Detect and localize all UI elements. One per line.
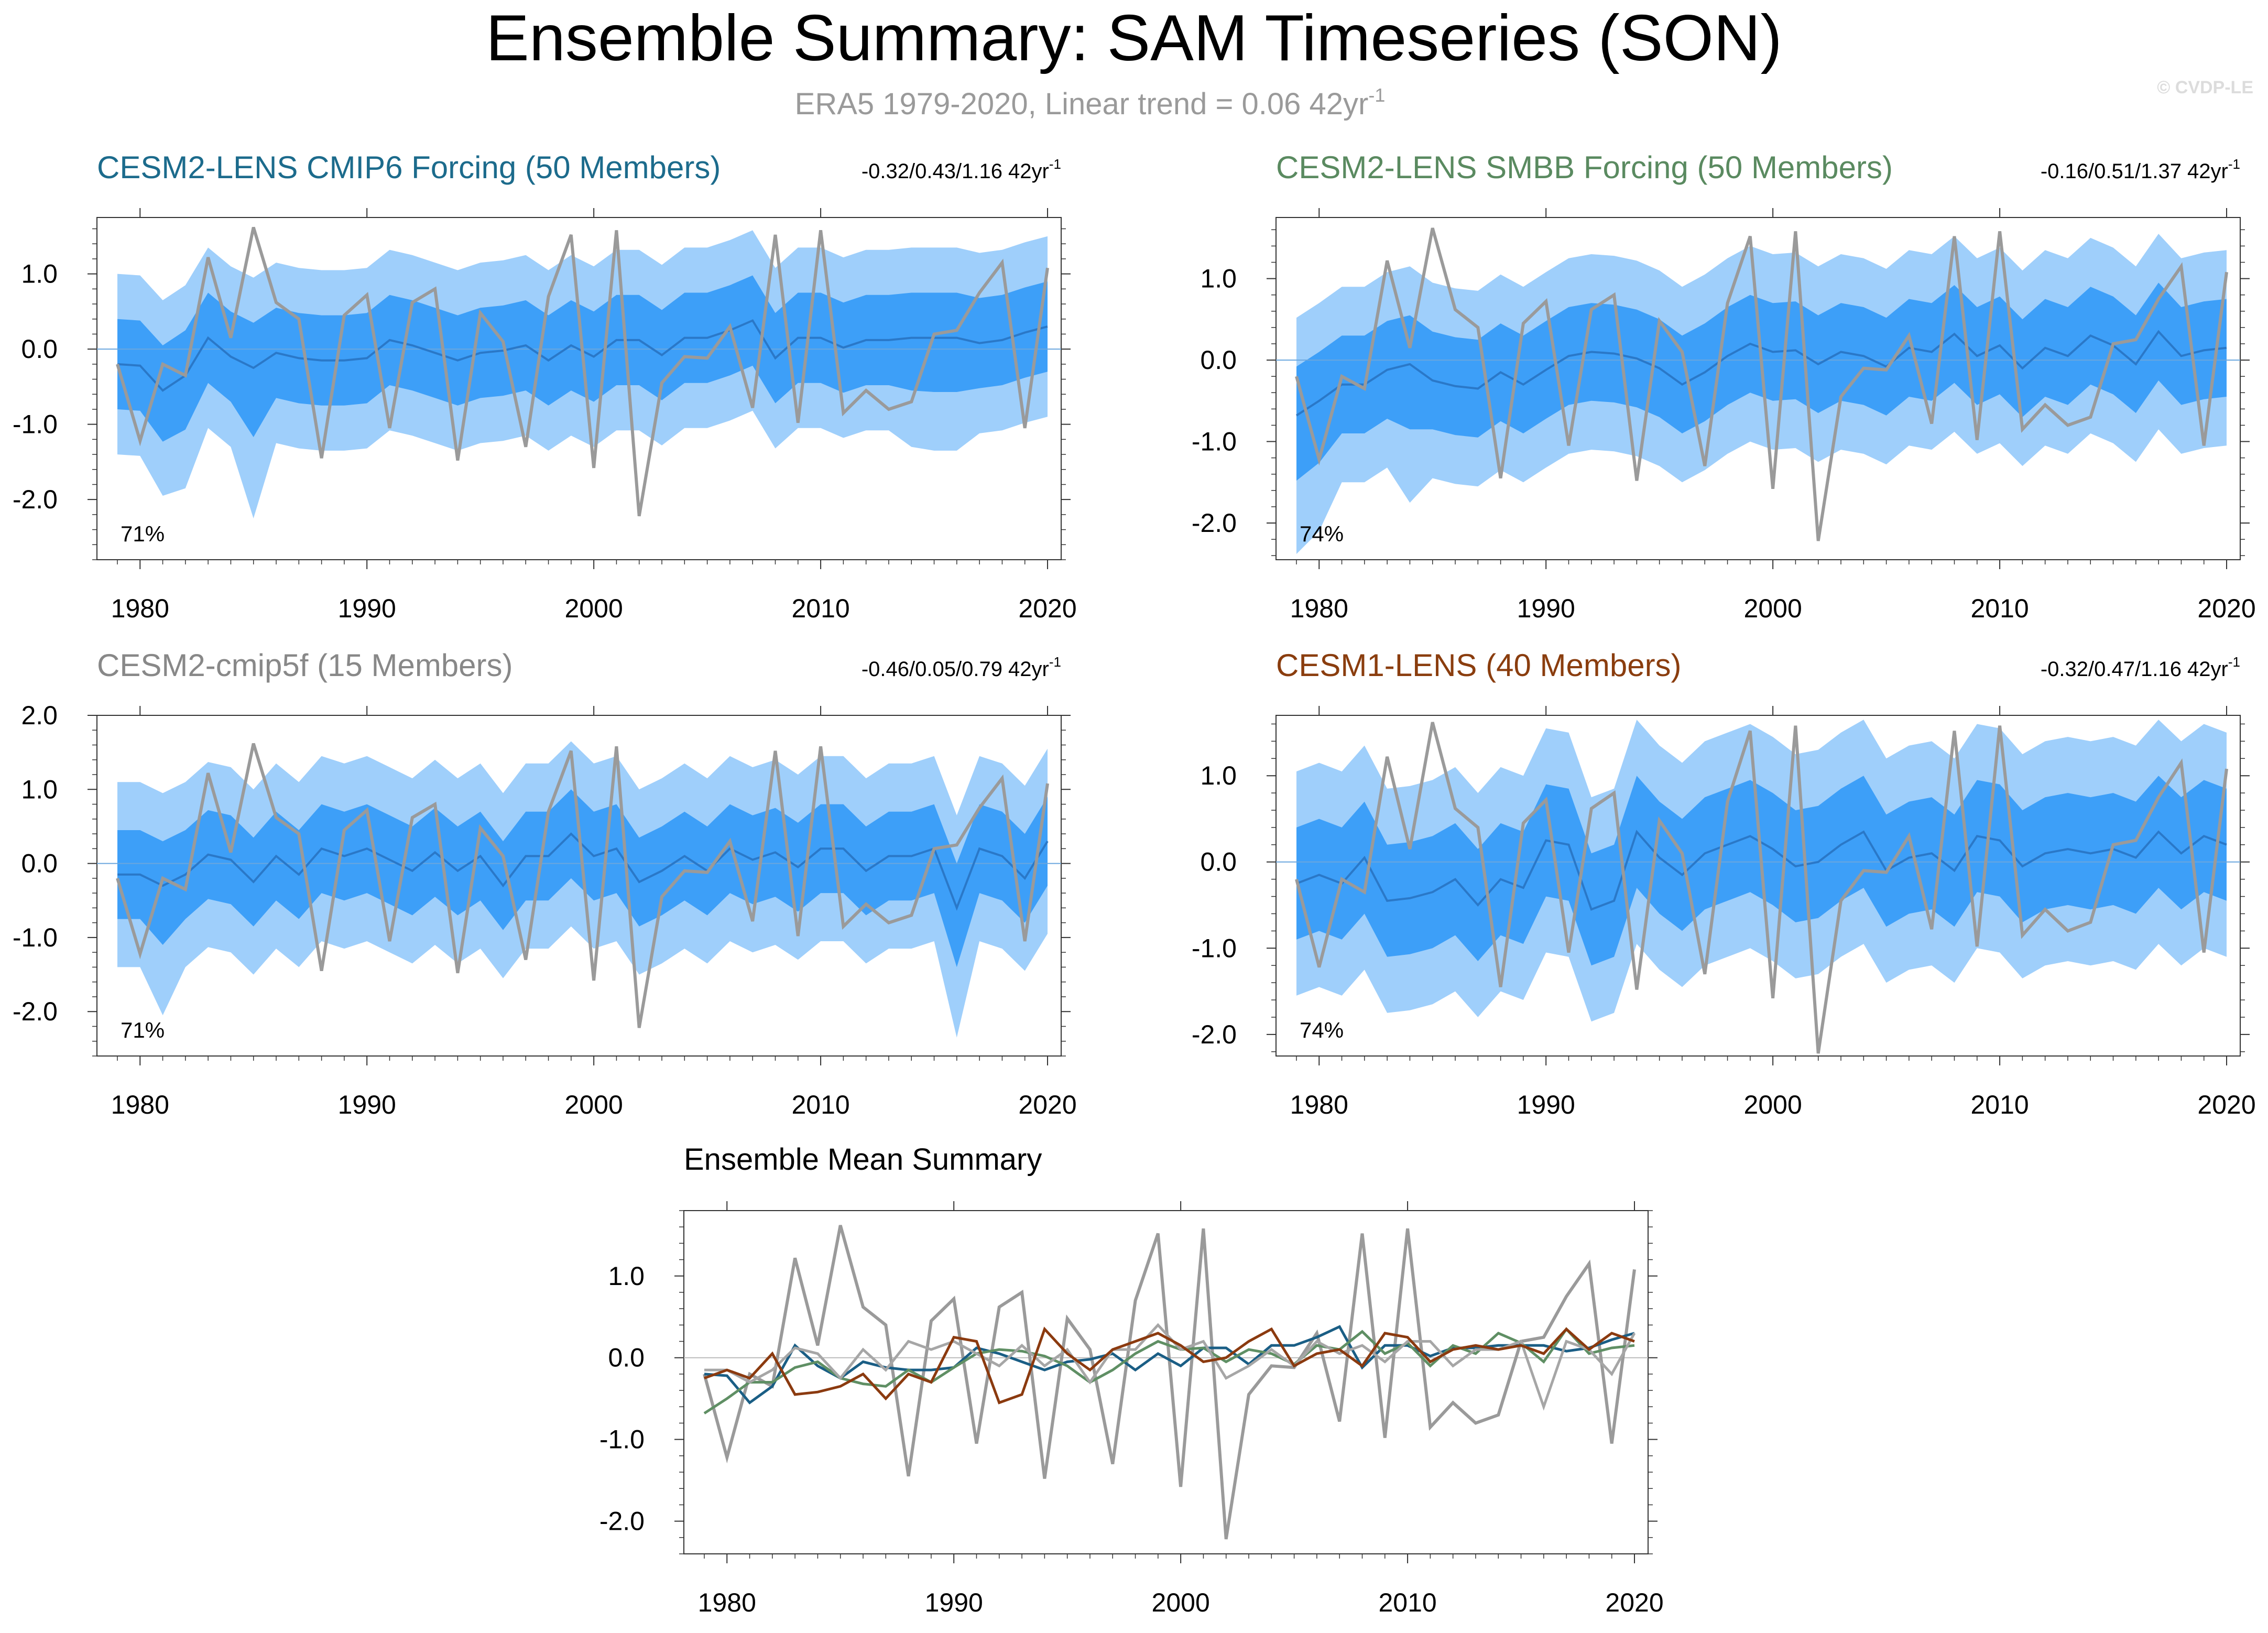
panel-2-percent-label: 74% — [1300, 521, 1344, 546]
subtitle-sup: -1 — [1368, 84, 1385, 106]
panel-1-ytick-label: -1.0 — [13, 410, 58, 439]
summary-xtick-label: 2020 — [1605, 1588, 1663, 1617]
panel-4-ytick-label: -1.0 — [1192, 933, 1237, 963]
panel-4-xtick-label: 2010 — [1970, 1090, 2029, 1119]
panel-4-trend-sup: -1 — [2228, 654, 2240, 670]
panel-3-ytick-label: -1.0 — [13, 923, 58, 952]
panel-1-trend-text: -0.32/0.43/1.16 42yr — [862, 160, 1049, 183]
panel-3-ytick-label: 0.0 — [21, 849, 58, 878]
panel-2-ytick-label: -2.0 — [1192, 508, 1237, 538]
panel-2-ytick-label: 1.0 — [1200, 264, 1237, 293]
panel-1-trend-sup: -1 — [1049, 156, 1061, 172]
panels-group: CESM2-LENS CMIP6 Forcing (50 Members) -0.… — [13, 150, 2256, 1617]
panel-1-ytick-label: 0.0 — [21, 334, 58, 364]
summary-frame — [683, 1210, 1649, 1554]
panel-2-trend-text: -0.16/0.51/1.37 42yr — [2041, 160, 2228, 183]
summary-ytick-label: 1.0 — [608, 1261, 645, 1291]
panel-2-trend-sup: -1 — [2228, 156, 2240, 172]
summary-obs-line — [703, 1225, 1636, 1540]
summary-line-3 — [704, 1323, 1636, 1411]
panel-1-ytick-label: -2.0 — [13, 485, 58, 514]
panel-1-xtick-label: 2010 — [791, 594, 849, 623]
panel-4-xtick-label: 1990 — [1517, 1090, 1575, 1119]
panel-3-trend: -0.46/0.05/0.79 42yr-1 — [862, 654, 1061, 681]
panel-1: CESM2-LENS CMIP6 Forcing (50 Members) -0.… — [13, 150, 1077, 623]
panel-1-obs-line — [116, 226, 1049, 517]
panel-3: CESM2-cmip5f (15 Members) -0.46/0.05/0.79… — [13, 648, 1077, 1119]
summary-xtick-label: 2010 — [1378, 1588, 1436, 1617]
subtitle-text: ERA5 1979-2020, Linear trend = 0.06 42yr — [795, 87, 1369, 121]
summary-title: Ensemble Mean Summary — [684, 1142, 1042, 1177]
panel-3-xtick-label: 2010 — [791, 1090, 849, 1119]
summary-ytick-label: 0.0 — [608, 1343, 645, 1373]
panel-3-frame — [96, 715, 1062, 1057]
panel-2-xtick-label: 2010 — [1970, 594, 2029, 623]
panel-1-ytick-label: 1.0 — [21, 259, 58, 289]
panel-4-ensemble-mean-line — [1296, 830, 2227, 911]
panel-2-xtick-label: 1990 — [1517, 594, 1575, 623]
panel-1-xtick-label: 1990 — [338, 594, 396, 623]
panel-4-title: CESM1-LENS (40 Members) — [1276, 648, 1682, 683]
panel-4-percent-label: 74% — [1300, 1018, 1344, 1042]
panel-4-trend: -0.32/0.47/1.16 42yr-1 — [2041, 654, 2240, 681]
panel-2-frame — [1275, 217, 2241, 560]
panel-3-ytick-label: 1.0 — [21, 775, 58, 804]
panel-2-inner-band — [1296, 282, 2227, 481]
panel-2-obs-line — [1295, 227, 2228, 541]
summary-xtick-label: 1990 — [925, 1588, 983, 1617]
panel-4-ytick-label: -2.0 — [1192, 1020, 1237, 1049]
panel-3-percent-label: 71% — [121, 1018, 165, 1042]
panel-2-ytick-label: -1.0 — [1192, 427, 1237, 456]
panel-1-percent-label: 71% — [121, 521, 165, 546]
summary-xtick-label: 1980 — [698, 1588, 756, 1617]
panel-3-trend-sup: -1 — [1049, 654, 1061, 670]
panel-4-xtick-label: 1980 — [1290, 1090, 1348, 1119]
panel-3-title: CESM2-cmip5f (15 Members) — [97, 648, 513, 683]
panel-1-frame — [96, 217, 1062, 560]
panel-4-obs-line — [1295, 722, 2228, 1054]
panel-2-trend: -0.16/0.51/1.37 42yr-1 — [2041, 156, 2240, 183]
summary-line-4 — [704, 1326, 1635, 1405]
summary-ytick-label: -1.0 — [599, 1425, 645, 1454]
page-subtitle: ERA5 1979-2020, Linear trend = 0.06 42yr… — [795, 84, 1386, 121]
page-title: Ensemble Summary: SAM Timeseries (SON) — [486, 2, 1782, 74]
summary-ytick-label: -2.0 — [599, 1507, 645, 1536]
panel-2-xtick-label: 2020 — [2197, 594, 2255, 623]
panel-3-xtick-label: 2020 — [1018, 1090, 1076, 1119]
panel-1-xtick-label: 1980 — [111, 594, 169, 623]
panel-2-xtick-label: 2000 — [1744, 594, 1802, 623]
panel-4-ytick-label: 0.0 — [1200, 847, 1237, 877]
panel-2-ytick-label: 0.0 — [1200, 345, 1237, 375]
summary-xtick-label: 2000 — [1152, 1588, 1210, 1617]
panel-3-obs-line — [116, 743, 1049, 1028]
panel-3-ytick-label: -2.0 — [13, 997, 58, 1026]
panel-3-trend-text: -0.46/0.05/0.79 42yr — [862, 658, 1049, 681]
panel-4-xtick-label: 2000 — [1744, 1090, 1802, 1119]
panel-2-title: CESM2-LENS SMBB Forcing (50 Members) — [1276, 150, 1893, 185]
panel-3-ytick-label: 2.0 — [21, 701, 58, 730]
summary-line-1 — [704, 1325, 1635, 1405]
panel-2-xtick-label: 1980 — [1290, 594, 1348, 623]
panel-1-xtick-label: 2020 — [1018, 594, 1076, 623]
panel-1-title: CESM2-LENS CMIP6 Forcing (50 Members) — [97, 150, 721, 185]
panel-3-xtick-label: 1990 — [338, 1090, 396, 1119]
panel-4: CESM1-LENS (40 Members) -0.32/0.47/1.16 4… — [1192, 648, 2256, 1119]
panel-4-trend-text: -0.32/0.47/1.16 42yr — [2041, 658, 2228, 681]
panel-3-xtick-label: 1980 — [111, 1090, 169, 1119]
summary-panel: Ensemble Mean Summary 1980 1990 2000 2010 202… — [599, 1142, 1664, 1617]
panel-1-trend: -0.32/0.43/1.16 42yr-1 — [862, 156, 1061, 183]
panel-3-xtick-label: 2000 — [565, 1090, 623, 1119]
panel-1-xtick-label: 2000 — [565, 594, 623, 623]
panel-3-ensemble-mean-line — [117, 832, 1049, 911]
panel-4-xtick-label: 2020 — [2197, 1090, 2255, 1119]
panel-4-frame — [1275, 715, 2241, 1057]
panel-4-ytick-label: 1.0 — [1200, 761, 1237, 790]
panel-2: CESM2-LENS SMBB Forcing (50 Members) -0.1… — [1192, 150, 2256, 623]
credit-label: © CVDP-LE — [2157, 78, 2253, 97]
